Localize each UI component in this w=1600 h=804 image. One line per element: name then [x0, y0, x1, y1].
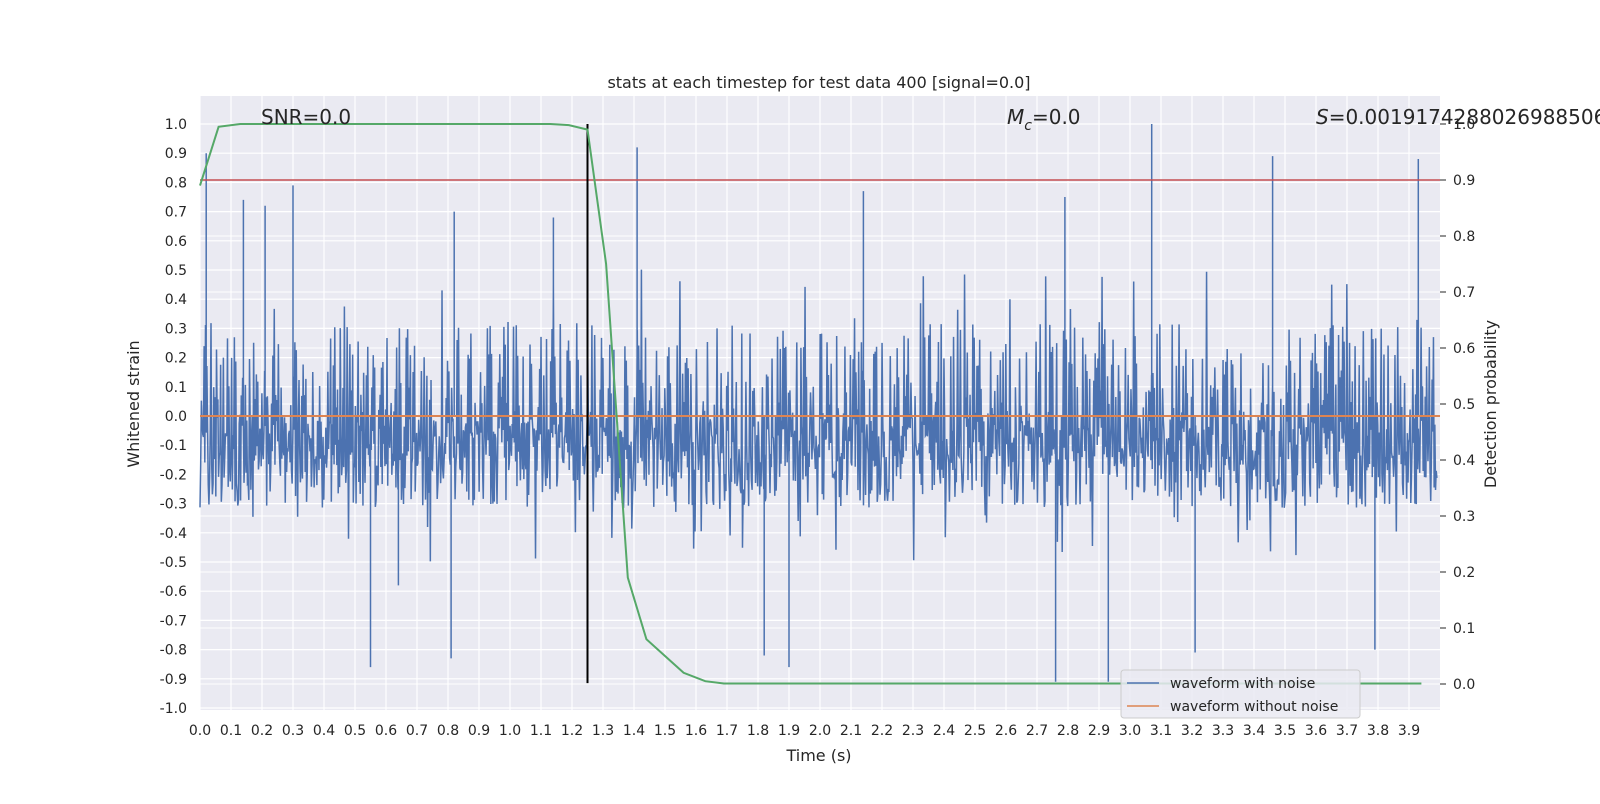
y-right-tick-label: 0.8 — [1453, 229, 1475, 245]
x-tick-label: 1.1 — [530, 723, 552, 739]
x-tick-label: 2.3 — [902, 723, 924, 739]
x-tick-label: 0.4 — [313, 723, 335, 739]
legend-box — [1120, 669, 1361, 719]
y-right-tick-label: 0.5 — [1453, 397, 1475, 413]
x-tick-label: 1.7 — [716, 723, 738, 739]
legend-label-noise: waveform with noise — [1170, 676, 1315, 692]
y-tick-label: 0.6 — [165, 234, 187, 250]
y-tick-label: -0.7 — [160, 613, 187, 629]
x-tick-label: 3.9 — [1398, 723, 1420, 739]
x-tick-label: 2.1 — [840, 723, 862, 739]
x-tick-label: 0.2 — [251, 723, 273, 739]
y-tick-label: 0.0 — [165, 409, 187, 425]
x-tick-label: 1.4 — [623, 723, 645, 739]
x-tick-label: 0.0 — [189, 723, 211, 739]
y-tick-label: 0.1 — [165, 380, 187, 396]
y-tick-label: 0.3 — [165, 321, 187, 337]
x-tick-label: 2.8 — [1057, 723, 1079, 739]
y-tick-label: 0.9 — [165, 146, 187, 162]
x-tick-label: 3.7 — [1336, 723, 1358, 739]
left-axis-tick-labels: 1.0 0.9 0.8 0.7 0.6 0.5 0.4 0.3 0.2 0.1 0.0 -0.1 -0.… — [160, 117, 187, 717]
x-tick-label: 0.1 — [220, 723, 242, 739]
x-tick-label: 3.1 — [1150, 723, 1172, 739]
x-tick-label: 1.5 — [654, 723, 676, 739]
x-tick-label: 3.3 — [1212, 723, 1234, 739]
right-axis-tick-labels: 1.0 0.9 0.8 0.7 0.6 0.5 0.4 0.3 0.2 0.1 0.0 — [1440, 117, 1475, 693]
x-tick-label: 3.2 — [1181, 723, 1203, 739]
x-tick-label: 0.3 — [282, 723, 304, 739]
x-tick-label: 3.6 — [1305, 723, 1327, 739]
y-tick-label: -0.4 — [160, 526, 187, 542]
x-tick-label: 3.8 — [1367, 723, 1389, 739]
y-tick-label: -0.6 — [160, 584, 187, 600]
y-tick-label: -0.9 — [160, 672, 187, 688]
x-tick-label: 1.2 — [561, 723, 583, 739]
snr-annotation: SNR=0.0 — [261, 105, 351, 129]
y-tick-label: -0.1 — [160, 438, 187, 454]
y-tick-label: 0.5 — [165, 263, 187, 279]
x-tick-label: 3.5 — [1274, 723, 1296, 739]
x-tick-label: 0.8 — [437, 723, 459, 739]
y-tick-label: -0.8 — [160, 643, 187, 659]
y-right-tick-label: 0.2 — [1453, 565, 1475, 581]
y-right-tick-label: 0.4 — [1453, 453, 1475, 469]
y-tick-label: 0.2 — [165, 351, 187, 367]
y-tick-label: -0.5 — [160, 555, 187, 571]
y-right-tick-label: 0.1 — [1453, 621, 1475, 637]
y-tick-label: 0.8 — [165, 175, 187, 191]
x-tick-label: 0.6 — [375, 723, 397, 739]
y-right-tick-label: 0.6 — [1453, 341, 1475, 357]
x-tick-label: 2.6 — [995, 723, 1017, 739]
s-symbol: S — [1316, 105, 1329, 129]
y-right-tick-label: 0.0 — [1453, 677, 1475, 693]
x-tick-label: 2.7 — [1026, 723, 1048, 739]
x-tick-label: 2.0 — [809, 723, 831, 739]
x-tick-label: 1.3 — [592, 723, 614, 739]
y-tick-label: -0.2 — [160, 467, 187, 483]
y-tick-label: 0.4 — [165, 292, 187, 308]
x-tick-label: 0.7 — [406, 723, 428, 739]
mc-annotation: Mc=0.0 — [1007, 105, 1081, 134]
legend-label-clean: waveform without noise — [1170, 699, 1338, 715]
x-tick-label: 0.5 — [344, 723, 366, 739]
x-tick-label: 2.5 — [964, 723, 986, 739]
y-axis-label-right: Detection probability — [1481, 320, 1500, 488]
series-waveform-with-noise — [199, 124, 1438, 682]
legend: waveform with noise waveform without noi… — [1120, 669, 1361, 719]
chart-title: stats at each timestep for test data 400… — [607, 73, 1030, 92]
s-value: =0.0019174288026988506 — [1329, 105, 1600, 129]
x-tick-label: 0.9 — [468, 723, 490, 739]
y-axis-label: Whitened strain — [124, 340, 143, 467]
x-axis-label: Time (s) — [785, 746, 851, 765]
y-right-tick-label: 0.7 — [1453, 285, 1475, 301]
y-right-tick-label: 1.0 — [1453, 117, 1475, 133]
y-tick-label: -1.0 — [160, 701, 187, 717]
x-tick-label: 1.6 — [685, 723, 707, 739]
x-tick-label: 2.4 — [933, 723, 955, 739]
x-tick-label: 2.9 — [1088, 723, 1110, 739]
x-tick-label: 1.0 — [499, 723, 521, 739]
mc-subscript: c — [1024, 118, 1032, 134]
x-tick-label: 2.2 — [871, 723, 893, 739]
x-tick-label: 1.8 — [747, 723, 769, 739]
y-tick-label: 1.0 — [165, 117, 187, 133]
y-tick-label: -0.3 — [160, 497, 187, 513]
x-tick-label: 3.4 — [1243, 723, 1265, 739]
y-right-tick-label: 0.9 — [1453, 173, 1475, 189]
y-right-tick-label: 0.3 — [1453, 509, 1475, 525]
mc-symbol: M — [1007, 105, 1024, 129]
mc-value: =0.0 — [1032, 105, 1081, 129]
s-annotation: S=0.0019174288026988506 — [1316, 105, 1600, 129]
y-tick-label: 0.7 — [165, 205, 187, 221]
x-tick-label: 1.9 — [778, 723, 800, 739]
x-tick-label: 3.0 — [1119, 723, 1141, 739]
x-axis-tick-labels: 0.0 0.1 0.2 0.3 0.4 0.5 0.6 0.7 0.8 0.9 1.0 1.1 1.2 1… — [189, 723, 1420, 739]
